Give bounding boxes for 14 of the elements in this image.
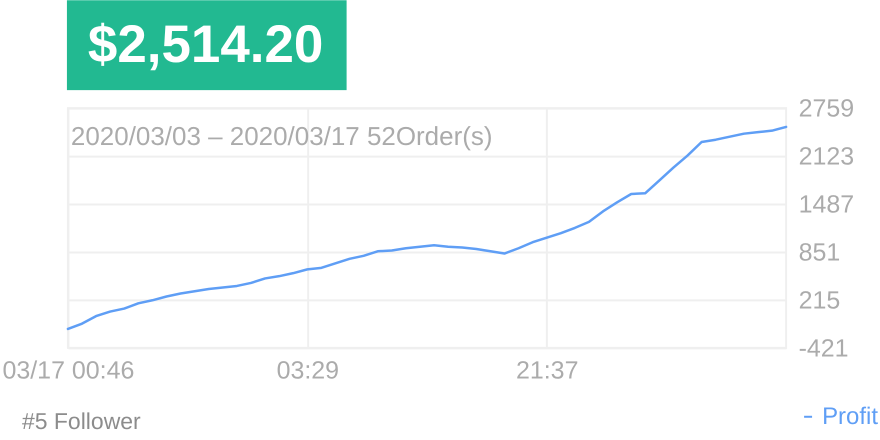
y-tick-label: 215 — [798, 286, 840, 314]
y-tick-label: 1487 — [798, 190, 854, 219]
text: 2020/03/03 – 2020/03/17 52Order(s) — [70, 121, 492, 152]
line-series — [66, 126, 788, 330]
x-tick-label: 03/17 00:46 — [2, 356, 134, 384]
y-tick-label: 2123 — [798, 142, 854, 171]
legend-label: Profit — [822, 402, 878, 430]
y-tick-label: -421 — [798, 334, 849, 362]
y-tick-label: 2759 — [798, 94, 854, 123]
y-tick-label: 851 — [798, 238, 840, 266]
x-tick-label: 21:37 — [516, 356, 578, 384]
chart-title: $2,514.20 — [88, 15, 324, 74]
x-tick-label: 03:29 — [276, 356, 340, 384]
text: #5 Follower — [22, 408, 142, 434]
